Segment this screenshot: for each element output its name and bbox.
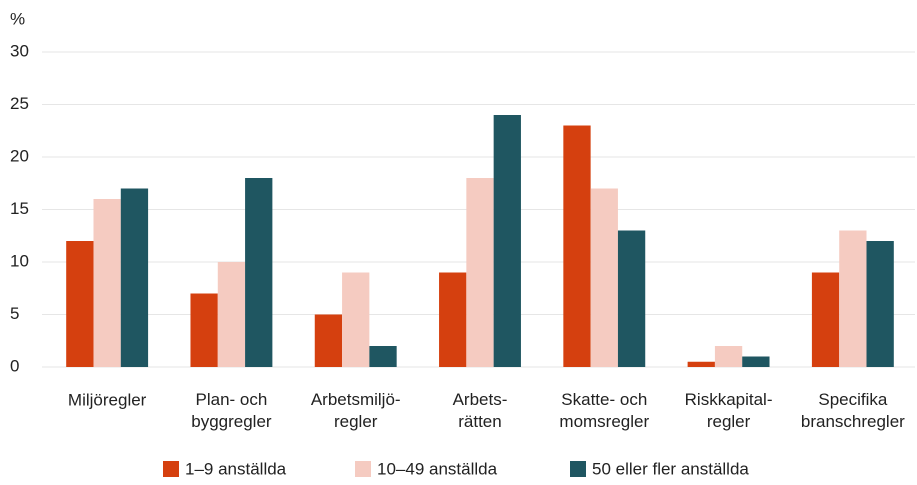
x-tick-label: Riskkapital-regler (685, 390, 773, 431)
bar (714, 346, 743, 367)
y-tick-label: 15 (10, 199, 29, 218)
y-tick-label: 30 (10, 41, 29, 60)
bar (93, 199, 121, 367)
bar (617, 230, 646, 367)
x-tick-label: Arbetsmiljö-regler (311, 390, 401, 431)
legend-label: 50 eller fler anställda (592, 459, 749, 478)
y-tick-label: 5 (10, 304, 19, 323)
y-tick-label: 0 (10, 356, 19, 375)
bar (66, 241, 94, 367)
bar (466, 178, 494, 367)
bar (687, 361, 715, 367)
y-tick-label: 25 (10, 94, 29, 113)
bar (439, 272, 467, 367)
bar (314, 314, 343, 367)
y-axis-label: % (10, 9, 25, 28)
bar (493, 115, 521, 367)
bar (839, 230, 867, 367)
x-tick-label: Specifika branschregler (801, 390, 905, 431)
bar (742, 356, 770, 367)
bar (190, 293, 218, 367)
bar (342, 272, 370, 367)
x-tick-label: Arbets-rätten (453, 390, 508, 431)
y-tick-label: 10 (10, 251, 29, 270)
y-tick-label: 20 (10, 146, 29, 165)
bar (369, 346, 397, 367)
bar (866, 241, 894, 367)
bar (811, 272, 840, 367)
bar (245, 178, 273, 367)
legend-swatch (163, 461, 179, 477)
bar (563, 125, 591, 367)
legend-swatch (570, 461, 586, 477)
legend-label: 1–9 anställda (185, 459, 287, 478)
legend-label: 10–49 anställda (377, 459, 498, 478)
bar (590, 188, 618, 367)
x-tick-label: Plan- och byggregler (191, 390, 272, 431)
bar (120, 188, 149, 367)
legend-swatch (355, 461, 371, 477)
bar (217, 262, 246, 367)
x-tick-label: Skatte- och momsregler (559, 390, 649, 431)
x-tick-label: Miljöregler (68, 390, 147, 409)
